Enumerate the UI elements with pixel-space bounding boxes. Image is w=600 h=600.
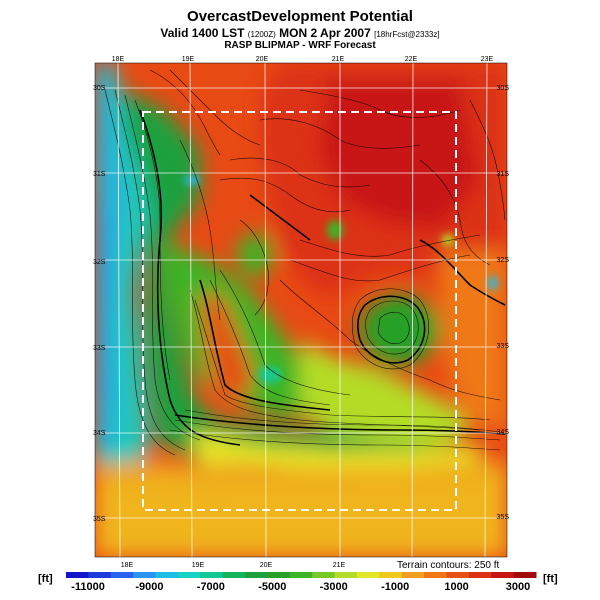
colorbar-swatch-1 (88, 572, 112, 578)
lon-label-bottom-20E: 20E (260, 562, 273, 569)
colorbar-swatch-12 (334, 572, 358, 578)
colorbar-tick--3000: -3000 (320, 581, 348, 593)
lat-labels-right: 30S 31S 32S 33S 34S 35S (497, 85, 510, 521)
colorbar-unit-left: [ft] (38, 573, 53, 585)
lon-label-top-22E: 22E (405, 56, 418, 63)
lat-label-right-30S: 30S (497, 85, 510, 92)
colorbar-swatch-4 (155, 572, 179, 578)
lon-label-top-18E: 18E (112, 56, 125, 63)
forecast-date: MON 2 Apr 2007 (279, 26, 371, 40)
colorbar-swatch-15 (401, 572, 425, 578)
colorbar-unit-right: [ft] (543, 573, 558, 585)
colorbar-tick--11000: -11000 (71, 581, 105, 593)
lon-label-bottom-21E: 21E (333, 562, 346, 569)
colorbar-swatch-7 (222, 572, 246, 578)
colorbar-swatch-11 (312, 572, 336, 578)
map-frame (94, 62, 508, 558)
lon-label-top-19E: 19E (182, 56, 195, 63)
lat-label-left-33S: 33S (93, 345, 106, 352)
colorbar-swatch-6 (200, 572, 224, 578)
colorbar-swatch-14 (379, 572, 403, 578)
colorbar-swatch-17 (446, 572, 470, 578)
colorbar-swatch-3 (133, 572, 157, 578)
colorbar-swatch-16 (424, 572, 447, 578)
colorbar-swatch-9 (267, 572, 291, 578)
lat-label-left-31S: 31S (93, 171, 106, 178)
lat-label-left-35S: 35S (93, 516, 106, 523)
colorbar-tick-1000: 1000 (444, 581, 468, 593)
lon-label-bottom-19E: 19E (192, 562, 205, 569)
lat-label-left-30S: 30S (93, 85, 106, 92)
lat-labels-left: 30S 31S 32S 33S 34S 35S (93, 85, 106, 523)
lat-label-right-32S: 32S (497, 257, 510, 264)
lon-label-top-20E: 20E (256, 56, 269, 63)
colorbar-swatch-13 (356, 572, 380, 578)
lon-label-bottom-18E: 18E (121, 562, 134, 569)
colorbar-swatch-19 (491, 572, 515, 578)
lon-label-top-21E: 21E (332, 56, 345, 63)
colorbar-tick--1000: -1000 (381, 581, 409, 593)
forecast-tag: [18hrFcst@2333z] (374, 30, 440, 39)
inner-domain-box (142, 111, 457, 511)
colorbar-tick--5000: -5000 (258, 581, 286, 593)
lat-label-right-35S: 35S (497, 514, 510, 521)
colorbar-swatch-0 (66, 572, 89, 578)
major-contours (139, 109, 506, 446)
lat-label-right-34S: 34S (497, 429, 510, 436)
lat-lon-grid (95, 63, 507, 557)
colorbar-swatch-5 (177, 572, 201, 578)
map-field (95, 63, 507, 557)
colorbar-swatch-18 (468, 572, 492, 578)
lat-label-right-31S: 31S (497, 171, 510, 178)
lon-labels-top: 18E 19E 20E 21E 22E 23E (112, 56, 494, 63)
colorbar-tick-labels: -11000 -9000 -7000 -5000 -3000 -1000 1000 3000 (71, 581, 530, 593)
colorbar-tick-3000: 3000 (506, 581, 530, 593)
colorbar-swatch-2 (110, 572, 134, 578)
colorbar-swatch-20 (513, 572, 537, 578)
utc-time: (1200Z) (247, 30, 276, 39)
colorbar-tick--7000: -7000 (197, 581, 225, 593)
lat-label-left-32S: 32S (93, 259, 106, 266)
colorbar-swatch-8 (245, 572, 268, 578)
lon-labels-bottom: 18E 19E 20E 21E (121, 562, 346, 569)
valid-prefix: Valid 1400 LST (160, 26, 245, 40)
colorbar-swatch-10 (289, 572, 313, 578)
terrain-contours (104, 69, 506, 456)
terrain-contour-note: Terrain contours: 250 ft (397, 560, 500, 571)
source-line: RASP BLIPMAP - WRF Forecast (224, 40, 376, 51)
valid-time-line: Valid 1400 LST (1200Z) MON 2 Apr 2007 [1… (0, 26, 600, 40)
map-title: OvercastDevelopment Potential (187, 8, 413, 25)
lon-label-top-23E: 23E (481, 56, 494, 63)
lat-label-left-34S: 34S (93, 430, 106, 437)
colorbar-tick--9000: -9000 (135, 581, 163, 593)
colorbar (66, 572, 537, 578)
lat-label-right-33S: 33S (497, 343, 510, 350)
